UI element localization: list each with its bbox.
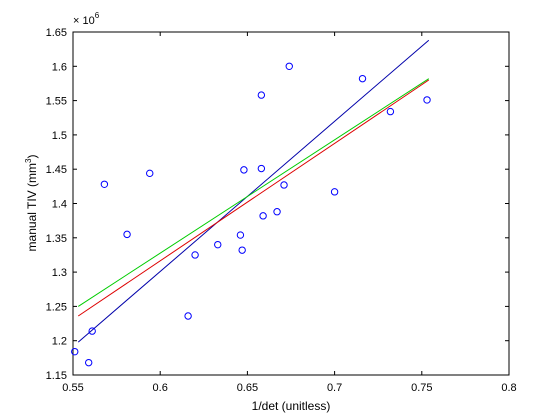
y-tick-label: 1.25	[46, 301, 67, 313]
data-point	[259, 212, 267, 220]
data-point	[123, 230, 131, 239]
fit-line	[77, 78, 430, 307]
data-point	[184, 312, 192, 320]
data-point	[257, 164, 266, 173]
plot-area	[72, 31, 510, 376]
y-tick-label: 1.55	[46, 96, 67, 108]
y-tick-label: 1.65	[46, 27, 67, 39]
data-point	[214, 240, 222, 249]
data-point	[280, 181, 288, 189]
x-tick-label: 0.6	[153, 382, 168, 394]
data-point	[236, 231, 245, 239]
data-point	[84, 358, 93, 367]
y-tick-label: 1.35	[46, 233, 67, 245]
data-point	[88, 327, 96, 335]
data-point	[146, 169, 154, 178]
data-point	[71, 347, 79, 356]
data-point	[423, 96, 431, 104]
fit-line	[77, 39, 430, 343]
x-tick-label: 0.75	[411, 382, 432, 394]
x-tick-label: 0.8	[501, 382, 516, 394]
fit-lines	[77, 39, 430, 343]
data-point	[100, 180, 109, 188]
data-points	[71, 62, 431, 367]
data-point	[240, 166, 248, 174]
data-point	[330, 188, 339, 196]
y-tick-label: 1.15	[46, 370, 67, 382]
data-point	[285, 62, 293, 71]
x-tick-label: 0.65	[237, 382, 258, 394]
data-point	[273, 208, 281, 216]
data-point	[386, 107, 395, 116]
x-axis-ticks: 0.55 0.6 0.65 0.7 0.75 0.8	[62, 32, 517, 394]
y-axis-label: manual TIV (mm3)	[24, 155, 39, 252]
y-tick-label: 1.45	[46, 164, 67, 176]
fit-line	[77, 79, 430, 317]
y-exponent-label: × 106	[73, 11, 100, 27]
data-point	[191, 251, 199, 259]
y-tick-label: 1.3	[52, 267, 67, 279]
data-point	[238, 246, 246, 254]
data-point	[257, 91, 266, 99]
x-tick-label: 0.55	[62, 382, 83, 394]
x-axis-label: 1/det (unitless)	[252, 399, 331, 413]
y-tick-label: 1.4	[52, 199, 67, 211]
y-tick-label: 1.2	[52, 336, 67, 348]
y-tick-label: 1.6	[52, 61, 67, 73]
y-axis-ticks: 1.15 1.2 1.25 1.3 1.35 1.4 1.45 1.5 1.55 1.6 1.65	[46, 27, 509, 382]
data-point	[358, 74, 367, 83]
y-tick-label: 1.5	[52, 130, 67, 142]
x-tick-label: 0.7	[327, 382, 342, 394]
